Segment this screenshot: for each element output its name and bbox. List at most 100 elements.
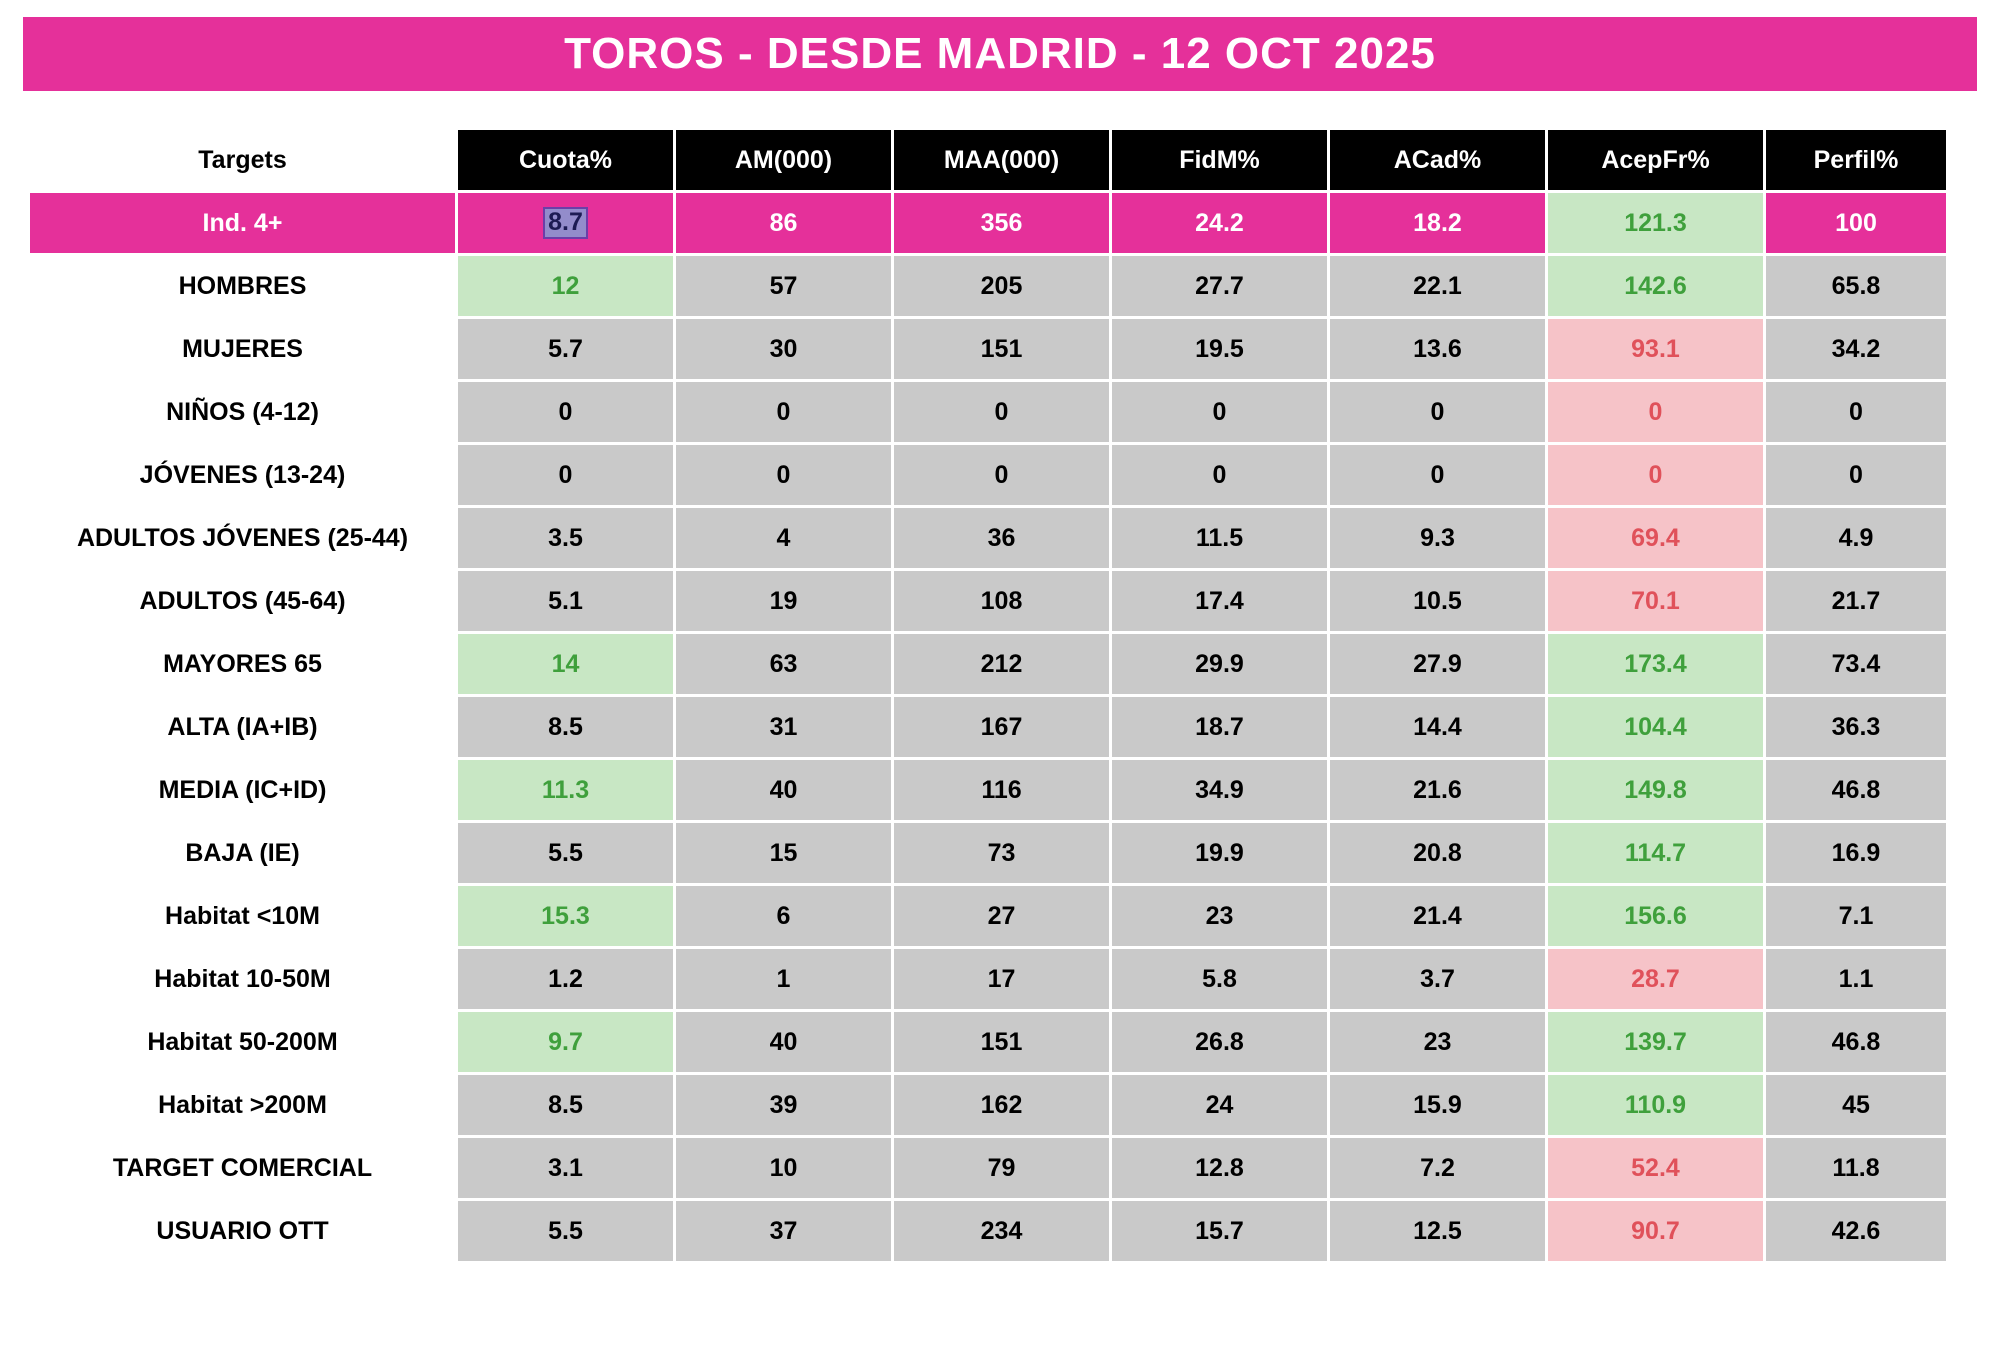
data-cell: 15.7 [1112, 1201, 1327, 1261]
data-cell: 73 [894, 823, 1109, 883]
data-cell: 142.6 [1548, 256, 1763, 316]
data-cell: 8.7 [458, 193, 673, 253]
data-cell: 4.9 [1766, 508, 1946, 568]
data-cell: 42.6 [1766, 1201, 1946, 1261]
table-row: BAJA (IE) 5.5 15 73 19.9 20.8 114.7 16.9 [30, 823, 1946, 883]
page-title: TOROS - DESDE MADRID - 12 OCT 2025 [564, 29, 1436, 78]
table-row: USUARIO OTT 5.5 37 234 15.7 12.5 90.7 42.6 [30, 1201, 1946, 1261]
data-cell: 4 [676, 508, 891, 568]
table-row: Ind. 4+ 8.7 86 356 24.2 18.2 121.3 100 [30, 193, 1946, 253]
data-cell: 0 [458, 445, 673, 505]
row-label: Habitat 10-50M [30, 949, 455, 1009]
data-cell: 234 [894, 1201, 1109, 1261]
data-cell: 21.7 [1766, 571, 1946, 631]
data-cell: 0 [458, 382, 673, 442]
data-cell: 0 [894, 382, 1109, 442]
row-label: Ind. 4+ [30, 193, 455, 253]
data-cell: 6 [676, 886, 891, 946]
data-cell: 57 [676, 256, 891, 316]
row-label: ADULTOS (45-64) [30, 571, 455, 631]
data-cell: 0 [676, 382, 891, 442]
data-cell: 12.8 [1112, 1138, 1327, 1198]
data-cell: 11.8 [1766, 1138, 1946, 1198]
table-row: Habitat >200M 8.5 39 162 24 15.9 110.9 45 [30, 1075, 1946, 1135]
data-cell: 7.1 [1766, 886, 1946, 946]
row-label: BAJA (IE) [30, 823, 455, 883]
data-cell: 17.4 [1112, 571, 1327, 631]
data-cell: 167 [894, 697, 1109, 757]
table-row: Habitat <10M 15.3 6 27 23 21.4 156.6 7.1 [30, 886, 1946, 946]
data-cell: 9.3 [1330, 508, 1545, 568]
data-cell: 1.2 [458, 949, 673, 1009]
data-cell: 15.3 [458, 886, 673, 946]
data-cell: 5.8 [1112, 949, 1327, 1009]
table-row: JÓVENES (13-24) 0 0 0 0 0 0 0 [30, 445, 1946, 505]
table-row: MEDIA (IC+ID) 11.3 40 116 34.9 21.6 149.8 46.8 [30, 760, 1946, 820]
data-cell: 21.6 [1330, 760, 1545, 820]
table-row: HOMBRES 12 57 205 27.7 22.1 142.6 65.8 [30, 256, 1946, 316]
column-header: AcepFr% [1548, 130, 1763, 190]
data-cell: 17 [894, 949, 1109, 1009]
data-cell: 0 [1766, 382, 1946, 442]
data-cell: 114.7 [1548, 823, 1763, 883]
data-cell: 14.4 [1330, 697, 1545, 757]
row-label: MUJERES [30, 319, 455, 379]
data-cell: 29.9 [1112, 634, 1327, 694]
data-cell: 5.1 [458, 571, 673, 631]
data-cell: 173.4 [1548, 634, 1763, 694]
data-cell: 65.8 [1766, 256, 1946, 316]
column-header: Perfil% [1766, 130, 1946, 190]
row-label: Habitat <10M [30, 886, 455, 946]
data-cell: 0 [1112, 445, 1327, 505]
data-cell: 27 [894, 886, 1109, 946]
data-cell: 121.3 [1548, 193, 1763, 253]
table-row: Habitat 50-200M 9.7 40 151 26.8 23 139.7 46.8 [30, 1012, 1946, 1072]
data-cell: 19.5 [1112, 319, 1327, 379]
data-cell: 104.4 [1548, 697, 1763, 757]
data-cell: 212 [894, 634, 1109, 694]
data-cell: 110.9 [1548, 1075, 1763, 1135]
data-cell: 34.2 [1766, 319, 1946, 379]
data-cell: 1 [676, 949, 891, 1009]
data-cell: 0 [676, 445, 891, 505]
data-cell: 11.5 [1112, 508, 1327, 568]
data-cell: 40 [676, 760, 891, 820]
data-cell: 7.2 [1330, 1138, 1545, 1198]
data-cell: 1.1 [1766, 949, 1946, 1009]
row-label: USUARIO OTT [30, 1201, 455, 1261]
data-cell: 27.9 [1330, 634, 1545, 694]
data-cell: 139.7 [1548, 1012, 1763, 1072]
table-row: ALTA (IA+IB) 8.5 31 167 18.7 14.4 104.4 36.3 [30, 697, 1946, 757]
selected-text[interactable]: 8.7 [543, 207, 588, 239]
data-cell: 5.7 [458, 319, 673, 379]
data-cell: 20.8 [1330, 823, 1545, 883]
data-cell: 73.4 [1766, 634, 1946, 694]
header-row: Targets Cuota% AM(000) MAA(000) FidM% ACad% Ac… [30, 130, 1946, 190]
row-label: JÓVENES (13-24) [30, 445, 455, 505]
data-cell: 0 [1330, 382, 1545, 442]
data-cell: 34.9 [1112, 760, 1327, 820]
data-cell: 18.2 [1330, 193, 1545, 253]
data-cell: 3.1 [458, 1138, 673, 1198]
data-cell: 108 [894, 571, 1109, 631]
data-cell: 90.7 [1548, 1201, 1763, 1261]
data-cell: 0 [1330, 445, 1545, 505]
data-cell: 5.5 [458, 1201, 673, 1261]
title-banner: TOROS - DESDE MADRID - 12 OCT 2025 [23, 17, 1977, 91]
data-cell: 8.5 [458, 697, 673, 757]
row-label: ALTA (IA+IB) [30, 697, 455, 757]
data-cell: 0 [1548, 382, 1763, 442]
column-header: MAA(000) [894, 130, 1109, 190]
data-cell: 10 [676, 1138, 891, 1198]
row-label: HOMBRES [30, 256, 455, 316]
data-cell: 12.5 [1330, 1201, 1545, 1261]
table-row: TARGET COMERCIAL 3.1 10 79 12.8 7.2 52.4 11.8 [30, 1138, 1946, 1198]
data-cell: 3.5 [458, 508, 673, 568]
data-cell: 5.5 [458, 823, 673, 883]
data-cell: 27.7 [1112, 256, 1327, 316]
data-cell: 0 [1112, 382, 1327, 442]
data-cell: 93.1 [1548, 319, 1763, 379]
row-label: TARGET COMERCIAL [30, 1138, 455, 1198]
data-cell: 11.3 [458, 760, 673, 820]
data-cell: 40 [676, 1012, 891, 1072]
